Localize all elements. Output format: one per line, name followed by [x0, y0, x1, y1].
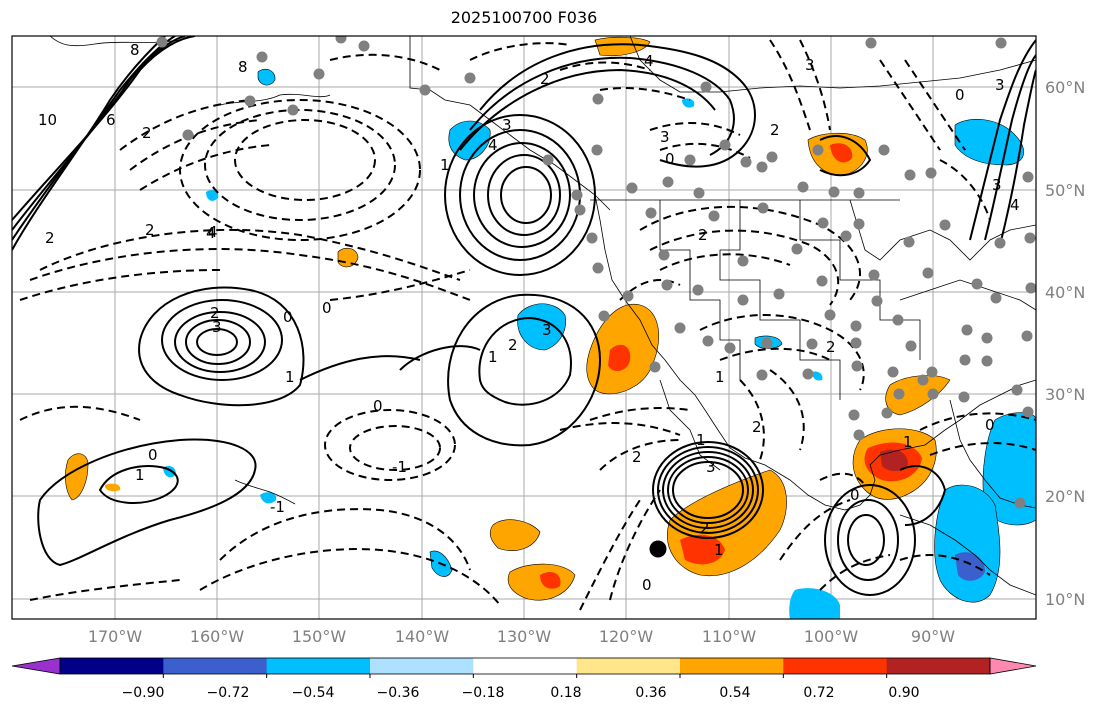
map-frame [11, 35, 1037, 620]
contour-label: 1 [285, 368, 295, 386]
colorbar-tick-label: −0.36 [377, 685, 420, 701]
lon-label: 160°W [190, 627, 245, 646]
lon-label: 130°W [497, 627, 552, 646]
colorbar-tick-label: −0.90 [122, 685, 165, 701]
colorbar-tick-label: 0.72 [803, 685, 834, 701]
contour-label: 0 [850, 486, 860, 504]
contour-label: 0 [148, 446, 158, 464]
colorbar-segment [60, 658, 164, 674]
contour-label: 2 [826, 338, 836, 356]
colorbar-tick-label: −0.54 [292, 685, 335, 701]
map-title: 2025100700 F036 [450, 8, 598, 27]
contour-label: 3 [212, 318, 222, 336]
contour-label: 1 [440, 156, 450, 174]
colorbar-extension-high [989, 657, 1037, 675]
colorbar-outline [59, 657, 991, 675]
contour-label: -1 [270, 498, 285, 516]
contour-label: 1 [135, 466, 145, 484]
colorbar-tick-label: 0.18 [550, 685, 581, 701]
contour-label: 10 [38, 111, 57, 129]
contour-label: 0 [642, 576, 652, 594]
lon-label: 140°W [395, 627, 450, 646]
contour-label: 0 [665, 150, 675, 168]
contour-label: 3 [995, 76, 1005, 94]
lon-label: 110°W [702, 627, 757, 646]
colorbar-tick-label: 0.90 [888, 685, 919, 701]
contour-label: 4 [1010, 196, 1020, 214]
contour-label: 2 [632, 448, 642, 466]
colorbar-segment [783, 658, 888, 674]
contour-label: 4 [208, 223, 218, 241]
contour-label: 2 [45, 229, 55, 247]
colorbar: −0.90 −0.72 −0.54 −0.36 −0.18 0.18 0.36 … [11, 657, 1037, 701]
lon-label: 120°W [599, 627, 654, 646]
contour-label: 1 [715, 368, 725, 386]
colorbar-segment [163, 658, 268, 674]
contour-label: 2 [700, 519, 710, 537]
storm-center-marker [649, 540, 667, 558]
contour-label: 3 [805, 56, 815, 74]
contour-label: 2 [142, 124, 152, 142]
colorbar-tick-label: 0.36 [635, 685, 666, 701]
colorbar-extension-low [11, 657, 61, 675]
contour-label: 4 [206, 224, 216, 242]
contour-label: 3 [706, 458, 716, 476]
contour-label: 1 [696, 431, 706, 449]
contour-label: -1 [392, 458, 407, 476]
contour-label: 6 [106, 111, 116, 129]
colorbar-segment [370, 658, 474, 674]
contour-label: 0 [322, 299, 332, 317]
lat-label: 10°N [1045, 590, 1085, 609]
station-markers [156, 36, 1036, 509]
contour-label: 3 [502, 116, 512, 134]
contour-label: 4 [488, 136, 498, 154]
contour-label: 3 [660, 128, 670, 146]
contour-label: 8 [238, 58, 248, 76]
lat-label: 50°N [1045, 181, 1085, 200]
colorbar-segment [473, 658, 578, 674]
lat-label: 60°N [1045, 78, 1085, 97]
contour-label: 8 [130, 41, 140, 59]
colorbar-segment [266, 658, 371, 674]
contour-label: 1 [903, 433, 913, 451]
colorbar-tick-label: −0.72 [207, 685, 250, 701]
contour-label: 2 [145, 221, 155, 239]
contour-labels: 10 8 8 6 2 2 2 4 2 3 0 0 -1 1 0 1 0 -1 1… [38, 41, 1020, 594]
solid-contours [12, 36, 1036, 596]
contour-label: 3 [542, 321, 552, 339]
contour-label: 2 [770, 121, 780, 139]
colorbar-labels: −0.90 −0.72 −0.54 −0.36 −0.18 0.18 0.36 … [122, 685, 920, 701]
colorbar-segment [886, 658, 991, 674]
lat-label: 20°N [1045, 487, 1085, 506]
lat-label: 40°N [1045, 283, 1085, 302]
contour-label: 0 [283, 308, 293, 326]
contour-label: 0 [373, 397, 383, 415]
contour-label: 2 [752, 418, 762, 436]
contour-label: 2 [508, 336, 518, 354]
lon-label: 100°W [804, 627, 859, 646]
contour-label: 1 [488, 348, 498, 366]
contour-label: 2 [210, 304, 220, 322]
contour-label: 4 [644, 52, 654, 70]
colorbar-segment [680, 658, 784, 674]
colorbar-segment [576, 658, 681, 674]
colorbar-tick-label: 0.54 [719, 685, 750, 701]
contour-label: 1 [714, 541, 724, 559]
contour-label: 0 [955, 86, 965, 104]
lat-labels: 60°N 50°N 40°N 30°N 20°N 10°N [1045, 78, 1085, 609]
lon-label: 90°W [911, 627, 955, 646]
lon-labels: 170°W 160°W 150°W 140°W 130°W 120°W 110°… [88, 627, 955, 646]
lon-label: 150°W [292, 627, 347, 646]
colorbar-tick-label: −0.18 [462, 685, 505, 701]
contour-label: 2 [698, 226, 708, 244]
lat-label: 30°N [1045, 385, 1085, 404]
contour-label: 0 [985, 416, 995, 434]
contour-label: 2 [540, 70, 550, 88]
contour-label: 3 [992, 176, 1002, 194]
lon-label: 170°W [88, 627, 143, 646]
